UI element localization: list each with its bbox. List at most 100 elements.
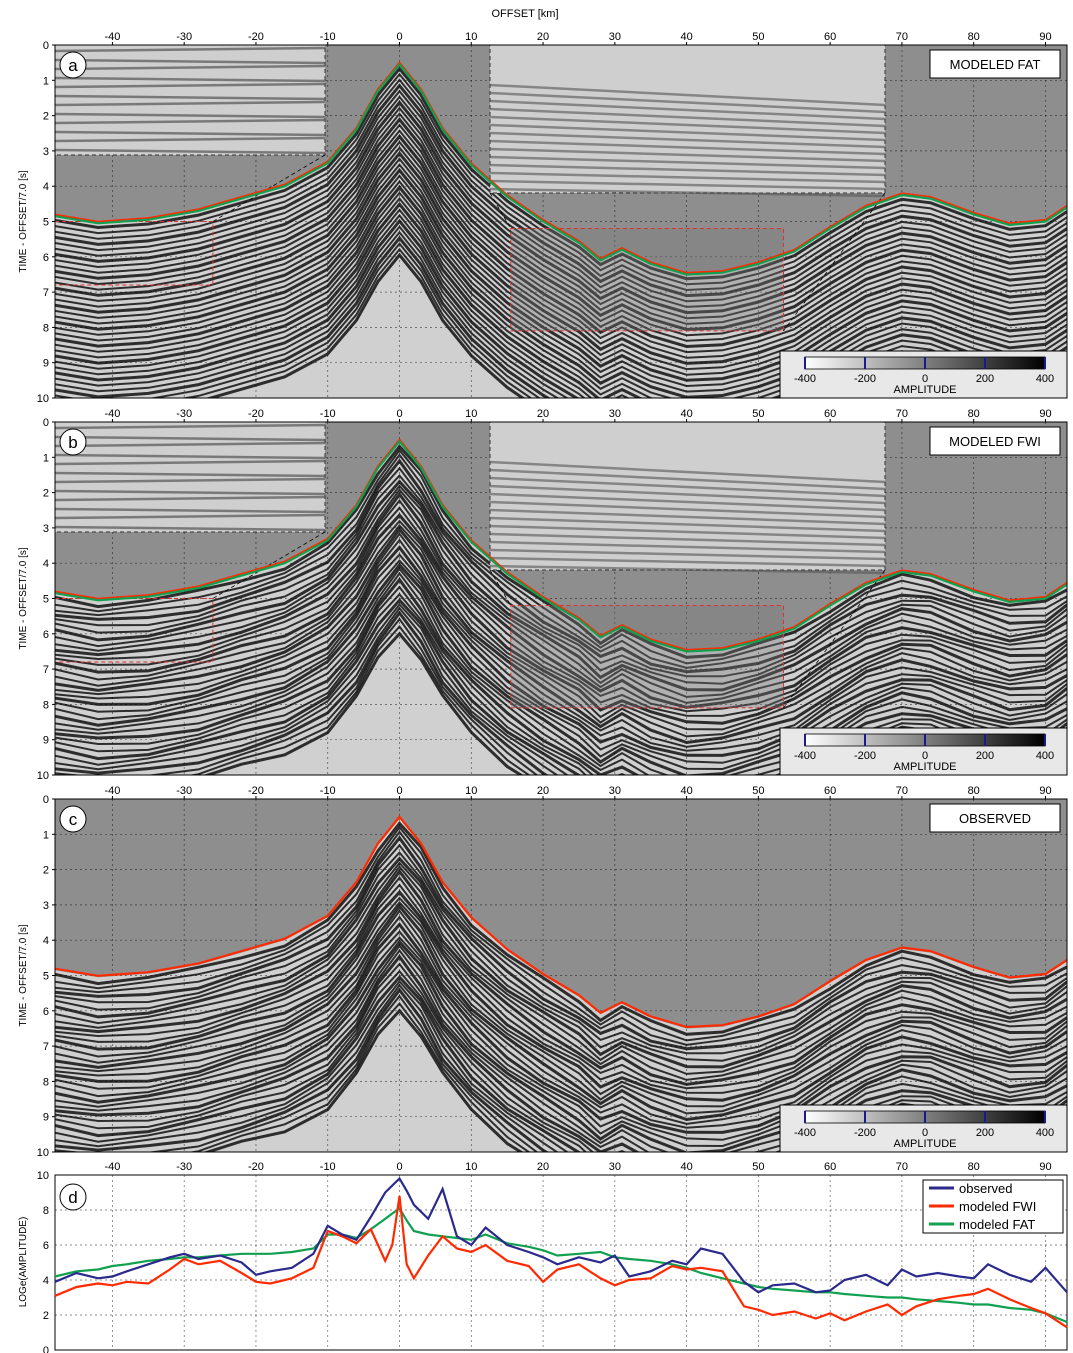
panel-a-y-tick-label: 8 [43,322,49,334]
panel-a-zoom-box-right [510,228,784,332]
panel-d-x-tick-label: 80 [968,1161,980,1173]
panel-c-x-tick-label: 30 [609,785,621,797]
series-line-modeled-FAT [54,1206,1068,1324]
panel-c-y-tick-label: 2 [43,865,49,877]
panel-c-colorbar-tick: 0 [922,1127,928,1139]
panel-d-x-tick-label: 90 [1039,1161,1051,1173]
panel-b-x-tick-label: 60 [824,408,836,420]
panel-c-x-tick-label: 0 [396,785,402,797]
panel-a-badge-letter: a [68,56,78,75]
panel-b-colorbar-tick: 0 [922,750,928,762]
panel-a-x-tick-label: -40 [104,31,120,43]
top-axis-title: OFFSET [km] [491,8,558,20]
panel-a-colorbar-tick: 0 [922,373,928,385]
panel-a-x-tick-label: 10 [465,31,477,43]
panel-a-y-tick-label: 5 [43,217,49,229]
panel-d-x-tick-label: 10 [465,1161,477,1173]
panel-d-x-tick-label: -20 [248,1161,264,1173]
panel-b-colorbar-label: AMPLITUDE [894,761,957,773]
panel-a-colorbar-tick: -400 [794,373,816,385]
panel-c-pick-red [54,815,1068,1029]
panel-c-x-tick-label: 20 [537,785,549,797]
panel-a-y-tick-label: 9 [43,358,49,370]
panel-a-y-tick-label: 2 [43,111,49,123]
panel-d-x-tick-label: 70 [896,1161,908,1173]
panel-c-colorbar-tick: -200 [854,1127,876,1139]
panel-a-y-label: TIME - OFFSET/7.0 [s] [18,170,29,272]
panel-c-colorbar-label: AMPLITUDE [894,1138,957,1150]
panel-a-x-tick-label: 30 [609,31,621,43]
panel-d-x-tick-label: 30 [609,1161,621,1173]
panel-d-badge-letter: d [68,1188,77,1207]
panel-b-x-tick-label: 30 [609,408,621,420]
panel-d-y-tick-label: 4 [43,1275,49,1287]
panel-b-x-tick-label: -20 [248,408,264,420]
panel-b-modeled-fwi: -40 -30 -20 -10 0 10 20 30 40 50 60 70 80 90012345678… [18,408,1068,782]
panel-a-y-tick-label: 10 [37,393,49,405]
panel-c-y-tick-label: 5 [43,971,49,983]
panel-c-y-tick-label: 0 [43,794,49,806]
panel-a-colorbar-tick: -200 [854,373,876,385]
panel-b-x-tick-label: 40 [680,408,692,420]
panel-b-y-tick-label: 4 [43,558,49,570]
panel-b-y-tick-label: 2 [43,488,49,500]
panel-c-colorbar-tick: 200 [976,1127,994,1139]
panel-b-y-tick-label: 10 [37,770,49,782]
panel-c-badge-letter: c [69,810,78,829]
panel-d-badge: d [59,1183,87,1211]
panel-b-pick-green [54,439,1068,653]
panel-b-x-tick-label: 90 [1039,408,1051,420]
panel-b-zoom-box-right [510,605,784,709]
panel-b-badge-letter: b [68,433,77,452]
panel-c-y-tick-label: 4 [43,935,49,947]
panel-d-x-tick-label: -40 [104,1161,120,1173]
panel-b-y-tick-label: 7 [43,664,49,676]
panel-b-x-tick-label: -10 [320,408,336,420]
panel-a-x-tick-label: -20 [248,31,264,43]
panel-b-pick-red [54,438,1068,652]
panel-b-y-tick-label: 6 [43,629,49,641]
panel-c-colorbar-tick: 400 [1036,1127,1054,1139]
panel-b-colorbar-tick: -200 [854,750,876,762]
panel-a-y-tick-label: 3 [43,146,49,158]
panel-b-title: MODELED FWI [949,434,1041,449]
panel-a-title: MODELED FAT [950,57,1041,72]
panel-b-x-tick-label: 80 [968,408,980,420]
panel-b-x-tick-label: -40 [104,408,120,420]
panel-a-pick-red [54,61,1068,275]
panel-d-amplitude-plot: 0 2 4 6 8 10 LOGe(AMPLITUDE) d observed model… [18,1161,1068,1353]
panel-c-x-tick-label: -40 [104,785,120,797]
panel-d-x-tick-label: 0 [396,1161,402,1173]
legend-label-modeled-fat: modeled FAT [959,1217,1035,1232]
panel-c-y-tick-label: 10 [37,1147,49,1159]
panel-a-pick-green [54,62,1068,276]
panel-c-title: OBSERVED [959,811,1031,826]
panel-a-x-tick-label: 0 [396,31,402,43]
panel-c-badge [59,805,87,833]
panel-a-colorbar-label: AMPLITUDE [894,384,957,396]
panel-d-x-tick-label: -30 [176,1161,192,1173]
panel-a-x-tick-label: 40 [680,31,692,43]
panel-b-x-tick-label: 50 [752,408,764,420]
panel-b-y-tick-label: 5 [43,594,49,606]
panel-a-y-tick-label: 1 [43,75,49,87]
panel-b-x-tick-label: 10 [465,408,477,420]
panel-d-grid [55,1174,1067,1351]
panel-d-legend: observed modeled FWI modeled FAT [922,1179,1064,1234]
panel-a-x-tick-label: 80 [968,31,980,43]
panel-a-colorbar-tick: 400 [1036,373,1054,385]
panel-c-y-label: TIME - OFFSET/7.0 [s] [18,924,29,1026]
panel-a-x-tick-label: 20 [537,31,549,43]
panel-c-y-tick-label: 6 [43,1006,49,1018]
panel-c-x-tick-label: -30 [176,785,192,797]
panel-c-x-tick-label: 90 [1039,785,1051,797]
panel-c-x-tick-label: 80 [968,785,980,797]
panel-d-x-tick-label: 20 [537,1161,549,1173]
panel-a-y-tick-label: 6 [43,252,49,264]
panel-c-y-tick-label: 3 [43,900,49,912]
panel-b-x-tick-label: 70 [896,408,908,420]
panel-b-x-tick-label: 20 [537,408,549,420]
panel-c-x-tick-label: -20 [248,785,264,797]
panel-d-y-tick-label: 10 [37,1170,49,1182]
